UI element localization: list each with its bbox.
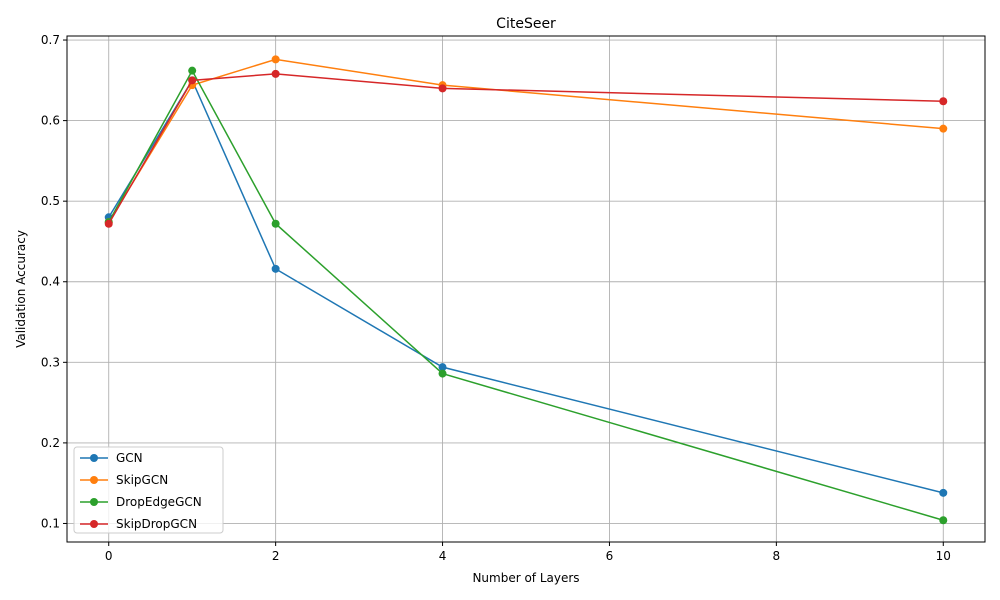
y-tick-label: 0.2 — [41, 436, 60, 450]
x-tick-label: 6 — [606, 549, 614, 563]
x-tick-label: 10 — [936, 549, 951, 563]
data-point-dropedgegcn — [271, 219, 280, 228]
data-point-skipgcn — [271, 55, 280, 64]
legend-label: GCN — [116, 451, 143, 465]
series-dropedgegcn — [104, 66, 948, 525]
plot-frame — [66, 35, 986, 543]
data-point-skipdropgcn — [104, 219, 113, 228]
data-point-skipdropgcn — [188, 76, 197, 85]
data-point-skipdropgcn — [271, 69, 280, 78]
data-point-dropedgegcn — [438, 369, 447, 378]
series-line-gcn — [108, 78, 944, 494]
x-tick-label: 0 — [105, 549, 113, 563]
data-point-gcn — [271, 264, 280, 273]
legend-label: SkipDropGCN — [116, 517, 197, 531]
data-point-skipdropgcn — [939, 97, 948, 106]
series-skipdropgcn — [104, 69, 948, 228]
legend-swatch-marker — [90, 476, 98, 484]
x-tick-label: 4 — [439, 549, 447, 563]
series-line-dropedgegcn — [108, 69, 944, 521]
data-point-dropedgegcn — [939, 516, 948, 525]
data-point-gcn — [438, 363, 447, 372]
data-point-skipgcn — [939, 124, 948, 133]
series-line-skipgcn — [108, 58, 944, 223]
legend-label: SkipGCN — [116, 473, 168, 487]
y-tick-label: 0.7 — [41, 33, 60, 47]
y-tick-label: 0.3 — [41, 355, 60, 369]
legend-item-skipgcn: SkipGCN — [80, 473, 168, 487]
legend-item-gcn: GCN — [80, 451, 143, 465]
y-tick-label: 0.6 — [41, 114, 60, 128]
legend-item-skipdropgcn: SkipDropGCN — [80, 517, 197, 531]
data-point-skipdropgcn — [438, 84, 447, 93]
legend-swatch-marker — [90, 498, 98, 506]
x-axis-label: Number of Layers — [472, 571, 579, 585]
x-tick-label: 8 — [773, 549, 781, 563]
x-axis: 0 2 4 6 8 10 — [105, 542, 951, 563]
series-gcn — [104, 76, 948, 497]
legend: GCN SkipGCN DropEdgeGCN SkipDropGCN — [73, 446, 224, 534]
series-layer — [104, 55, 948, 525]
data-point-dropedgegcn — [188, 66, 197, 75]
y-tick-label: 0.5 — [41, 194, 60, 208]
y-axis-label: Validation Accuracy — [14, 230, 28, 348]
legend-item-dropedgegcn: DropEdgeGCN — [80, 495, 202, 509]
x-tick-label: 2 — [272, 549, 280, 563]
legend-box — [73, 446, 224, 534]
legend-swatch-marker — [90, 454, 98, 462]
y-tick-label: 0.4 — [41, 275, 60, 289]
chart-title: CiteSeer — [496, 16, 556, 32]
legend-swatch-marker — [90, 520, 98, 528]
y-tick-label: 0.1 — [41, 516, 60, 530]
legend-label: DropEdgeGCN — [116, 495, 202, 509]
y-axis: 0.1 0.2 0.3 0.4 0.5 0.6 0.7 — [41, 33, 67, 530]
data-point-gcn — [939, 488, 948, 497]
